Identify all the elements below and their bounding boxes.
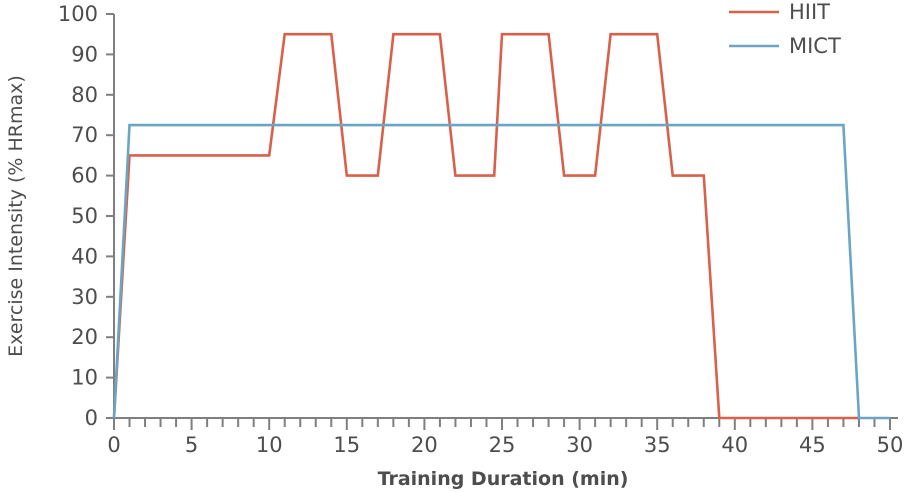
x-tick-label: 0 xyxy=(107,433,120,457)
axes: 0 10 20 30 40 50 60 70 80 90 100 0 5 10 15 20 25 30 35 40 45… xyxy=(58,2,903,457)
y-tick-label: 30 xyxy=(71,285,98,309)
y-tick-label: 100 xyxy=(58,2,98,26)
x-axis-title: Training Duration (min) xyxy=(378,468,629,490)
x-tick-label: 35 xyxy=(644,433,671,457)
legend: HIIT MICT xyxy=(729,0,841,58)
series-line-mict xyxy=(112,123,890,420)
legend-label-hiit: HIIT xyxy=(789,0,830,24)
x-tick-label: 50 xyxy=(877,433,904,457)
x-tick-label: 5 xyxy=(185,433,198,457)
y-tick-label: 10 xyxy=(71,366,98,390)
y-axis-title: Exercise Intensity (% HRmax) xyxy=(5,75,27,357)
series-line-hiit xyxy=(112,32,859,420)
x-tick-label: 15 xyxy=(333,433,360,457)
y-tick-label: 40 xyxy=(71,244,98,268)
x-tick-label: 40 xyxy=(721,433,748,457)
y-tick-label: 80 xyxy=(71,83,98,107)
y-tick-label: 20 xyxy=(71,325,98,349)
y-tick-label: 50 xyxy=(71,204,98,228)
y-tick-label: 0 xyxy=(85,406,98,430)
x-tick-label: 25 xyxy=(489,433,516,457)
y-tick-label: 70 xyxy=(71,123,98,147)
y-tick-label: 90 xyxy=(71,42,98,66)
x-tick-label: 45 xyxy=(799,433,826,457)
legend-label-mict: MICT xyxy=(789,34,841,58)
x-tick-label: 30 xyxy=(566,433,593,457)
x-tick-label: 20 xyxy=(411,433,438,457)
x-tick-label: 10 xyxy=(256,433,283,457)
series-group xyxy=(112,32,890,420)
y-tick-label: 60 xyxy=(71,164,98,188)
